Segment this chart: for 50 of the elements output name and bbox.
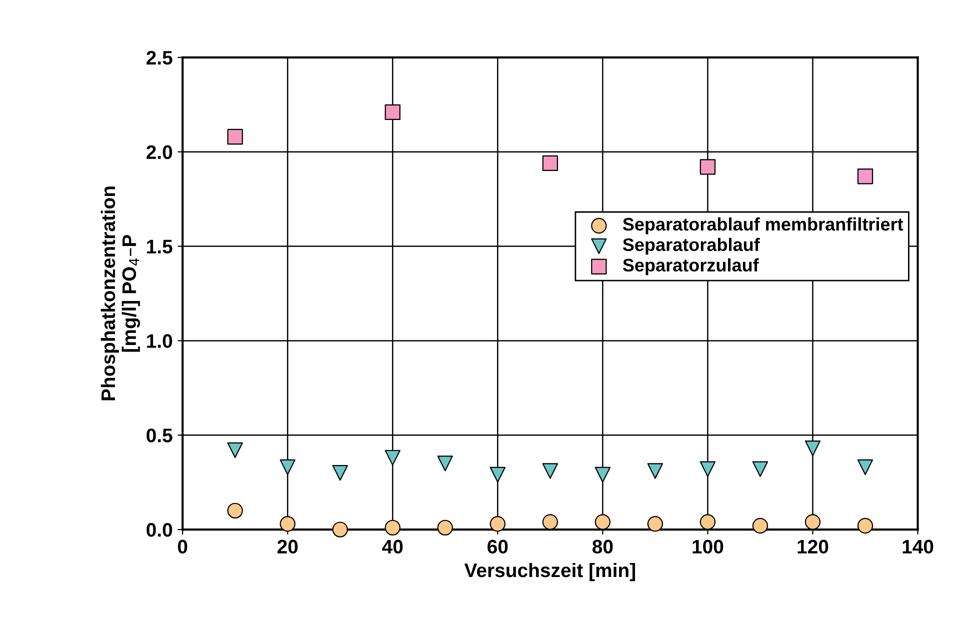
x-tick-label: 60 [488, 540, 508, 554]
point [857, 518, 874, 534]
legend-label: Separatorablauf membranfiltriert [622, 217, 904, 234]
point [332, 522, 348, 538]
point [280, 516, 296, 532]
point [437, 520, 453, 536]
point [804, 514, 821, 530]
point [384, 450, 400, 466]
point [594, 514, 611, 530]
point [700, 514, 716, 530]
x-tick-label: 140 [902, 540, 934, 554]
point [594, 466, 611, 483]
y-tick-label: 2.0 [146, 145, 172, 160]
point [280, 459, 296, 476]
point [700, 461, 716, 477]
legend-label: Separatorzulauf [622, 258, 759, 276]
point [857, 168, 874, 184]
point [804, 440, 821, 456]
point [227, 128, 243, 145]
y-axis-title: Phosphatkonzentration [mg/l] PO$_{4}$–P [100, 186, 140, 400]
x-tick-label: 120 [798, 540, 828, 554]
y-tick-label: 2.5 [146, 50, 172, 65]
x-tick-label: 80 [592, 540, 613, 554]
x-tick-label: 100 [692, 540, 724, 554]
legend-label: Separatorablauf [622, 238, 760, 255]
point [384, 104, 400, 120]
x-tick-label: 40 [382, 540, 403, 554]
x-axis-title: Versuchszeit [min] [464, 562, 635, 582]
point [647, 463, 664, 479]
point [542, 463, 558, 479]
point [490, 516, 506, 532]
point [437, 456, 453, 472]
point [542, 514, 558, 530]
point [647, 516, 664, 532]
point [857, 459, 874, 476]
y-tick-label: 0.5 [146, 428, 172, 442]
y-tick-label: 1.0 [147, 334, 172, 348]
y-tick-label: 0.0 [146, 523, 172, 537]
x-tick-label: 20 [277, 540, 298, 554]
point [227, 442, 243, 458]
y-tick-label: 1.5 [147, 240, 172, 254]
point [332, 465, 348, 481]
point [752, 461, 768, 477]
point [227, 502, 243, 518]
point [490, 466, 506, 483]
point [752, 518, 768, 534]
x-tick-label: 0 [178, 540, 188, 554]
point [384, 520, 400, 536]
point [542, 155, 558, 172]
point [700, 159, 716, 175]
